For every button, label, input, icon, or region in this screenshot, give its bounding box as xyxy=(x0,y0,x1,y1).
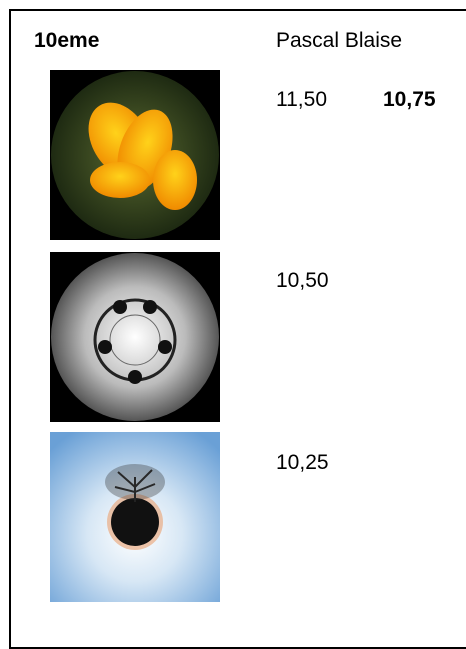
grade-average: 10,75 xyxy=(383,88,436,111)
photo-tiny-planet xyxy=(50,432,220,602)
grade: 11,50 xyxy=(276,88,327,111)
grade: 10,50 xyxy=(276,269,329,292)
grade: 10,25 xyxy=(276,451,329,474)
photo-dancers xyxy=(50,252,220,422)
class-title: 10eme xyxy=(34,29,100,52)
student-name: Pascal Blaise xyxy=(276,29,403,52)
photo-flower xyxy=(50,70,220,240)
